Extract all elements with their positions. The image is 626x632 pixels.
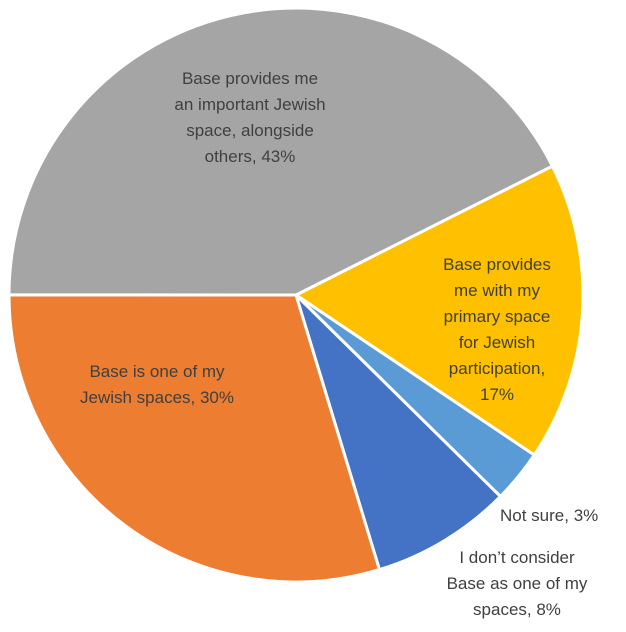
slice-label-line: space, alongside	[186, 121, 314, 140]
slice-label-2: I don’t consider Base as one of my spaces,…	[447, 548, 588, 619]
slice-label-line: others, 43%	[205, 147, 296, 166]
slice-label-line: Base provides	[443, 255, 551, 274]
slice-label-line: spaces, 8%	[473, 600, 561, 619]
pie-slice-3	[7, 293, 381, 584]
slice-label-line: Base provides me	[182, 69, 318, 88]
pie-slices	[7, 6, 585, 584]
slice-label-line: an important Jewish	[174, 95, 325, 114]
slice-label-line: Base as one of my	[447, 574, 588, 593]
slice-label-line: Jewish spaces, 30%	[80, 388, 234, 407]
slice-label-line: for Jewish	[459, 333, 536, 352]
pie-labels: Base provides me with my primary space for …	[80, 69, 598, 619]
pie-slice-4	[7, 6, 554, 297]
slice-label-1: Not sure, 3%	[500, 506, 598, 525]
slice-label-4: Base provides me an important Jewish space…	[174, 69, 325, 166]
slice-label-line: I don’t consider	[459, 548, 575, 567]
pie-slice-2	[294, 293, 502, 572]
slice-label-line: me with my	[454, 281, 540, 300]
slice-label-line: Not sure, 3%	[500, 506, 598, 525]
slice-label-line: Base is one of my	[89, 362, 225, 381]
slice-label-line: 17%	[480, 385, 514, 404]
slice-label-line: participation,	[449, 359, 545, 378]
pie-slice-0	[294, 164, 585, 457]
slice-label-0: Base provides me with my primary space for …	[443, 255, 551, 404]
slice-label-line: primary space	[444, 307, 551, 326]
slice-label-3: Base is one of my Jewish spaces, 30%	[80, 362, 234, 407]
